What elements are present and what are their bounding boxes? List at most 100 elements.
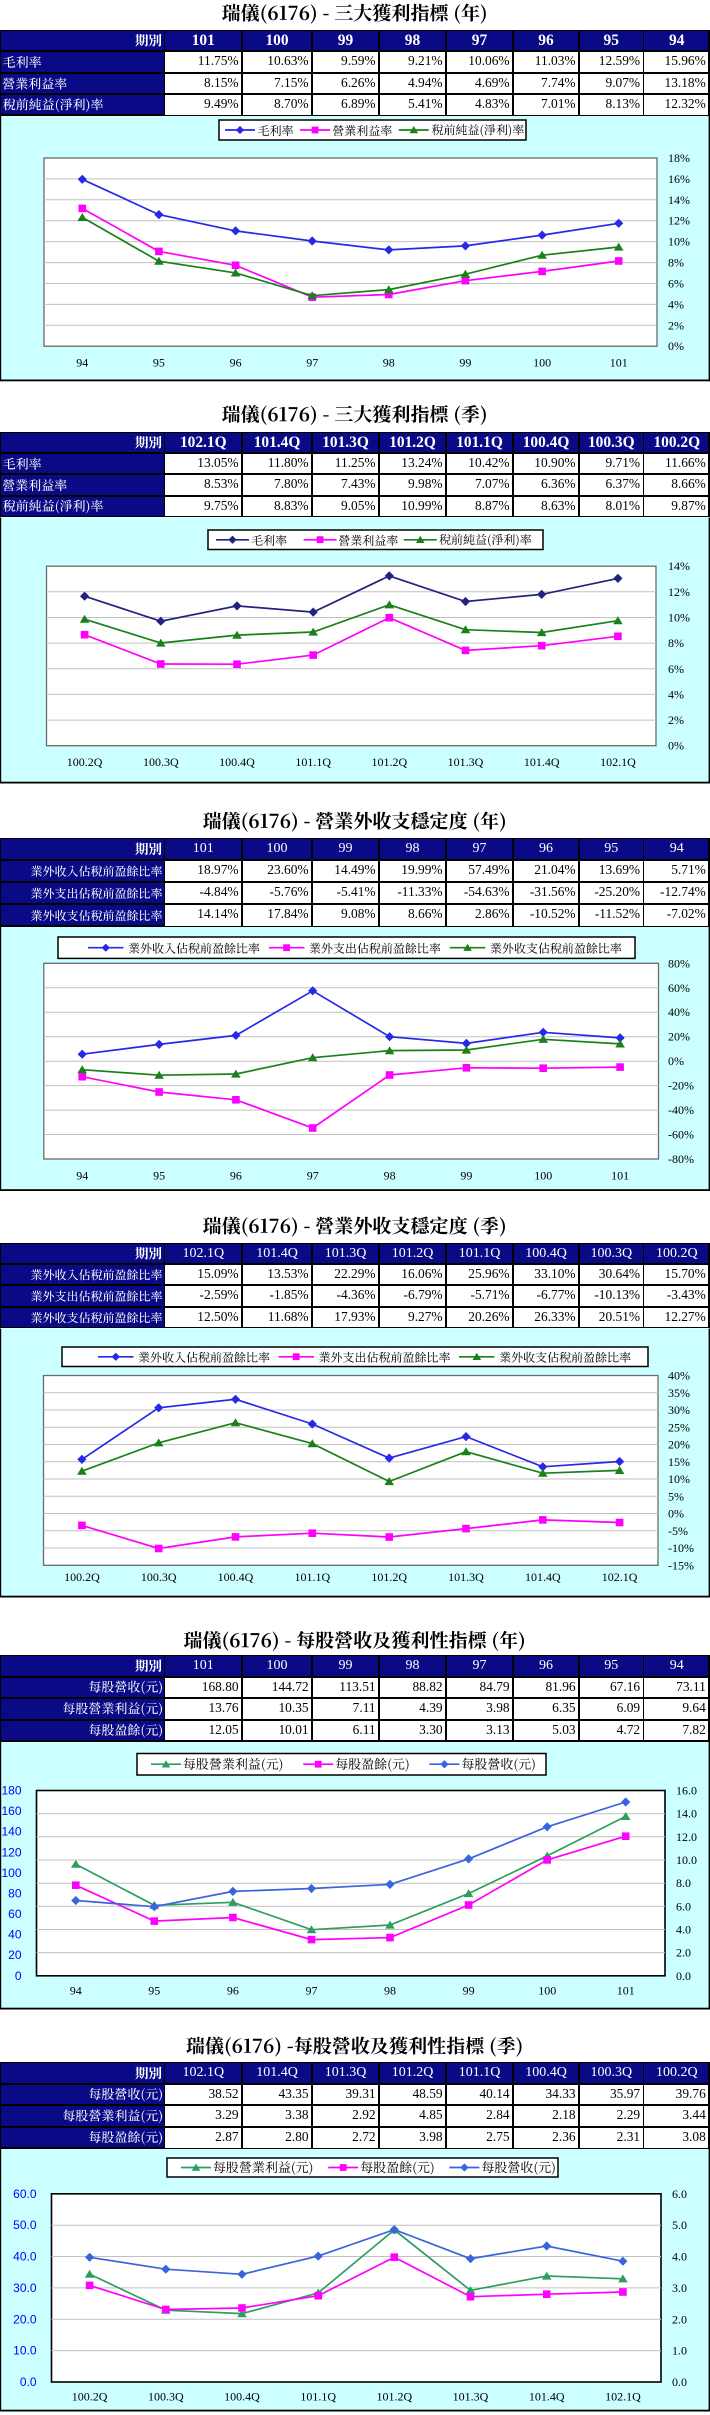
svg-text:101.1Q: 101.1Q xyxy=(294,1570,330,1584)
svg-text:99: 99 xyxy=(460,1168,472,1182)
svg-text:-10%: -10% xyxy=(668,1541,694,1555)
svg-text:15%: 15% xyxy=(668,1455,690,1469)
svg-text:102.1Q: 102.1Q xyxy=(605,2390,641,2404)
svg-text:2%: 2% xyxy=(668,318,684,332)
svg-text:80: 80 xyxy=(8,1886,22,1900)
svg-text:16%: 16% xyxy=(668,172,690,186)
svg-text:96: 96 xyxy=(230,1168,242,1182)
svg-text:60%: 60% xyxy=(668,981,690,995)
svg-text:18%: 18% xyxy=(668,151,690,165)
svg-text:100: 100 xyxy=(538,1984,556,1998)
svg-text:94: 94 xyxy=(76,356,88,370)
svg-text:99: 99 xyxy=(459,356,471,370)
svg-text:6%: 6% xyxy=(668,662,684,676)
svg-text:0.0: 0.0 xyxy=(676,1969,691,1983)
svg-text:0%: 0% xyxy=(668,739,684,753)
svg-text:14.0: 14.0 xyxy=(676,1807,697,1821)
svg-text:12.0: 12.0 xyxy=(676,1830,697,1844)
svg-text:0%: 0% xyxy=(668,339,684,353)
svg-text:0: 0 xyxy=(15,1969,22,1983)
svg-text:0%: 0% xyxy=(668,1507,684,1521)
svg-text:160: 160 xyxy=(1,1804,21,1818)
svg-text:101.2Q: 101.2Q xyxy=(371,1570,407,1584)
svg-text:10.0: 10.0 xyxy=(13,2344,37,2358)
svg-text:30.0: 30.0 xyxy=(13,2281,37,2295)
svg-text:95: 95 xyxy=(148,1984,160,1998)
svg-text:96: 96 xyxy=(230,356,242,370)
svg-text:6%: 6% xyxy=(668,277,684,291)
svg-text:101.3Q: 101.3Q xyxy=(453,2390,489,2404)
svg-text:101.4Q: 101.4Q xyxy=(525,1570,561,1584)
svg-text:2.0: 2.0 xyxy=(676,1946,691,1960)
svg-text:94: 94 xyxy=(76,1168,88,1182)
svg-text:101.2Q: 101.2Q xyxy=(376,2390,412,2404)
svg-text:120: 120 xyxy=(1,1845,21,1859)
svg-text:101: 101 xyxy=(610,356,628,370)
svg-text:8.0: 8.0 xyxy=(676,1876,691,1890)
svg-text:35%: 35% xyxy=(668,1386,690,1400)
svg-text:12%: 12% xyxy=(668,214,690,228)
svg-text:101.1Q: 101.1Q xyxy=(300,2390,336,2404)
svg-text:10%: 10% xyxy=(668,1472,690,1486)
svg-text:101.4Q: 101.4Q xyxy=(524,755,560,769)
svg-text:100.2Q: 100.2Q xyxy=(64,1570,100,1584)
svg-text:100: 100 xyxy=(1,1866,21,1880)
svg-text:30%: 30% xyxy=(668,1403,690,1417)
svg-text:25%: 25% xyxy=(668,1420,690,1434)
svg-text:98: 98 xyxy=(384,1168,396,1182)
svg-text:100.4Q: 100.4Q xyxy=(219,755,255,769)
svg-text:100.3Q: 100.3Q xyxy=(148,2390,184,2404)
svg-text:100.4Q: 100.4Q xyxy=(224,2390,260,2404)
svg-text:2.0: 2.0 xyxy=(672,2312,687,2326)
svg-text:102.1Q: 102.1Q xyxy=(600,755,636,769)
svg-text:101.3Q: 101.3Q xyxy=(448,755,484,769)
svg-text:100: 100 xyxy=(533,356,551,370)
svg-text:2%: 2% xyxy=(668,713,684,727)
svg-text:98: 98 xyxy=(384,1984,396,1998)
svg-text:101: 101 xyxy=(611,1168,629,1182)
svg-text:97: 97 xyxy=(306,1984,318,1998)
svg-text:101.4Q: 101.4Q xyxy=(529,2390,565,2404)
svg-text:40.0: 40.0 xyxy=(13,2250,37,2264)
svg-text:14%: 14% xyxy=(668,559,690,573)
svg-text:80%: 80% xyxy=(668,956,690,970)
svg-text:10%: 10% xyxy=(668,611,690,625)
svg-text:4%: 4% xyxy=(668,297,684,311)
svg-text:3.0: 3.0 xyxy=(672,2281,687,2295)
svg-text:-20%: -20% xyxy=(668,1079,694,1093)
svg-text:20: 20 xyxy=(8,1948,22,1962)
svg-text:101: 101 xyxy=(617,1984,635,1998)
svg-text:-40%: -40% xyxy=(668,1103,694,1117)
svg-text:50.0: 50.0 xyxy=(13,2218,37,2232)
svg-text:0.0: 0.0 xyxy=(20,2375,37,2389)
svg-text:0.0: 0.0 xyxy=(672,2375,687,2389)
svg-text:20%: 20% xyxy=(668,1438,690,1452)
svg-text:100.3Q: 100.3Q xyxy=(141,1570,177,1584)
svg-text:20.0: 20.0 xyxy=(13,2312,37,2326)
svg-text:16.0: 16.0 xyxy=(676,1784,697,1798)
svg-text:6.0: 6.0 xyxy=(672,2187,687,2201)
svg-text:1.0: 1.0 xyxy=(672,2344,687,2358)
svg-text:100: 100 xyxy=(534,1168,552,1182)
svg-text:101.1Q: 101.1Q xyxy=(295,755,331,769)
svg-text:4%: 4% xyxy=(668,687,684,701)
svg-text:12%: 12% xyxy=(668,585,690,599)
svg-text:6.0: 6.0 xyxy=(676,1899,691,1913)
svg-text:102.1Q: 102.1Q xyxy=(602,1570,638,1584)
svg-text:94: 94 xyxy=(70,1984,82,1998)
svg-text:97: 97 xyxy=(306,356,318,370)
svg-text:-60%: -60% xyxy=(668,1128,694,1142)
svg-text:101.3Q: 101.3Q xyxy=(448,1570,484,1584)
svg-text:140: 140 xyxy=(1,1825,21,1839)
svg-text:95: 95 xyxy=(153,1168,165,1182)
svg-text:40: 40 xyxy=(8,1928,22,1942)
svg-text:8%: 8% xyxy=(668,636,684,650)
svg-text:5.0: 5.0 xyxy=(672,2218,687,2232)
svg-text:5%: 5% xyxy=(668,1489,684,1503)
svg-text:-15%: -15% xyxy=(668,1558,694,1572)
svg-text:40%: 40% xyxy=(668,1369,690,1383)
svg-text:99: 99 xyxy=(463,1984,475,1998)
svg-text:96: 96 xyxy=(227,1984,239,1998)
svg-text:60: 60 xyxy=(8,1907,22,1921)
svg-text:4.0: 4.0 xyxy=(672,2250,687,2264)
